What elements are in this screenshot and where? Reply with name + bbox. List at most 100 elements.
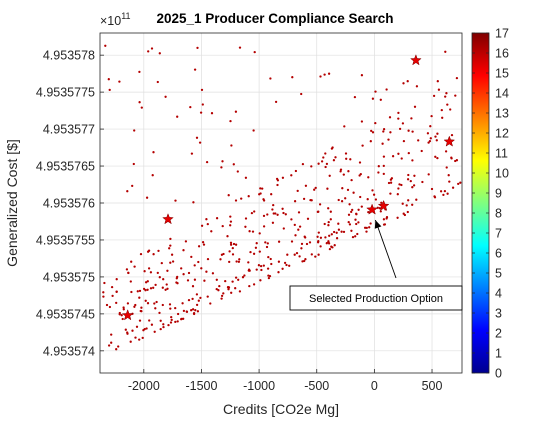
data-point [187, 298, 191, 302]
data-point [325, 242, 328, 245]
data-point [164, 288, 167, 291]
data-point [144, 299, 147, 302]
data-point [266, 267, 270, 270]
data-point [134, 303, 137, 307]
data-point [120, 314, 123, 317]
data-point [260, 268, 263, 272]
data-point [240, 197, 243, 200]
data-point [237, 260, 241, 263]
data-point [131, 329, 134, 332]
colorbar-tick-label: 16 [495, 47, 509, 61]
data-point [181, 302, 184, 305]
data-point [371, 131, 375, 134]
data-point [191, 285, 195, 288]
data-point [451, 186, 455, 189]
data-point [190, 255, 193, 259]
data-point [205, 270, 208, 273]
data-point [285, 263, 288, 267]
data-point [406, 80, 409, 83]
data-point [135, 325, 139, 328]
data-point [361, 144, 364, 147]
data-point [367, 210, 370, 214]
data-point [161, 286, 164, 289]
data-point [203, 279, 206, 282]
data-point [158, 52, 161, 55]
data-point [397, 117, 400, 120]
data-point [190, 309, 193, 312]
data-point [272, 212, 275, 215]
data-point [377, 165, 380, 168]
data-point [405, 204, 408, 207]
data-point [317, 253, 320, 256]
data-point [347, 213, 351, 216]
data-point [411, 130, 414, 133]
data-point [368, 226, 371, 229]
data-point [104, 44, 107, 47]
data-point [340, 230, 343, 233]
data-point [244, 217, 248, 220]
data-point [108, 88, 111, 92]
data-point [365, 226, 368, 230]
annotation-arrowhead [374, 220, 382, 229]
data-point [420, 149, 423, 153]
data-point [236, 170, 239, 173]
data-point [294, 234, 297, 237]
data-point [360, 120, 364, 123]
data-point [144, 289, 147, 292]
data-point [269, 77, 272, 80]
data-point [206, 222, 209, 226]
data-point [133, 129, 136, 132]
annotation: Selected Production Option [289, 219, 463, 311]
data-point [327, 72, 331, 75]
x-tick-label: -500 [304, 379, 329, 393]
data-point [334, 156, 337, 159]
data-point [337, 222, 340, 225]
data-point [193, 264, 196, 267]
data-point [407, 129, 410, 132]
data-point [381, 142, 384, 145]
data-point [102, 291, 105, 294]
data-point [250, 211, 254, 215]
data-point [126, 331, 129, 334]
data-point [230, 291, 233, 294]
data-point [231, 280, 234, 283]
data-point [227, 194, 230, 197]
data-point [310, 253, 313, 256]
colorbar-tick-label: 7 [495, 227, 502, 241]
data-point [199, 296, 202, 300]
data-point [370, 129, 373, 133]
data-point [360, 74, 364, 77]
data-point [435, 139, 438, 142]
data-point [396, 193, 399, 196]
data-point [345, 157, 348, 160]
data-point [442, 193, 445, 197]
data-point [238, 46, 242, 49]
data-point [397, 111, 400, 115]
data-point [305, 242, 309, 246]
data-point [152, 253, 155, 256]
data-point [409, 179, 412, 183]
data-point [143, 270, 146, 273]
data-point [318, 203, 322, 206]
data-point [139, 252, 143, 256]
colorbar-tick-label: 8 [495, 207, 502, 221]
data-point [117, 345, 120, 348]
data-point [319, 75, 322, 78]
data-point [241, 276, 245, 279]
data-point [385, 216, 389, 219]
data-point [337, 198, 340, 202]
data-point [190, 152, 194, 155]
data-point [200, 267, 203, 270]
data-point [327, 240, 330, 243]
data-point [154, 283, 157, 287]
data-point [293, 200, 297, 203]
data-point [202, 243, 206, 246]
data-point [156, 80, 159, 84]
data-point [410, 117, 413, 120]
data-point [211, 272, 215, 275]
data-point [286, 253, 289, 256]
data-point [170, 253, 174, 256]
data-point [162, 278, 165, 281]
